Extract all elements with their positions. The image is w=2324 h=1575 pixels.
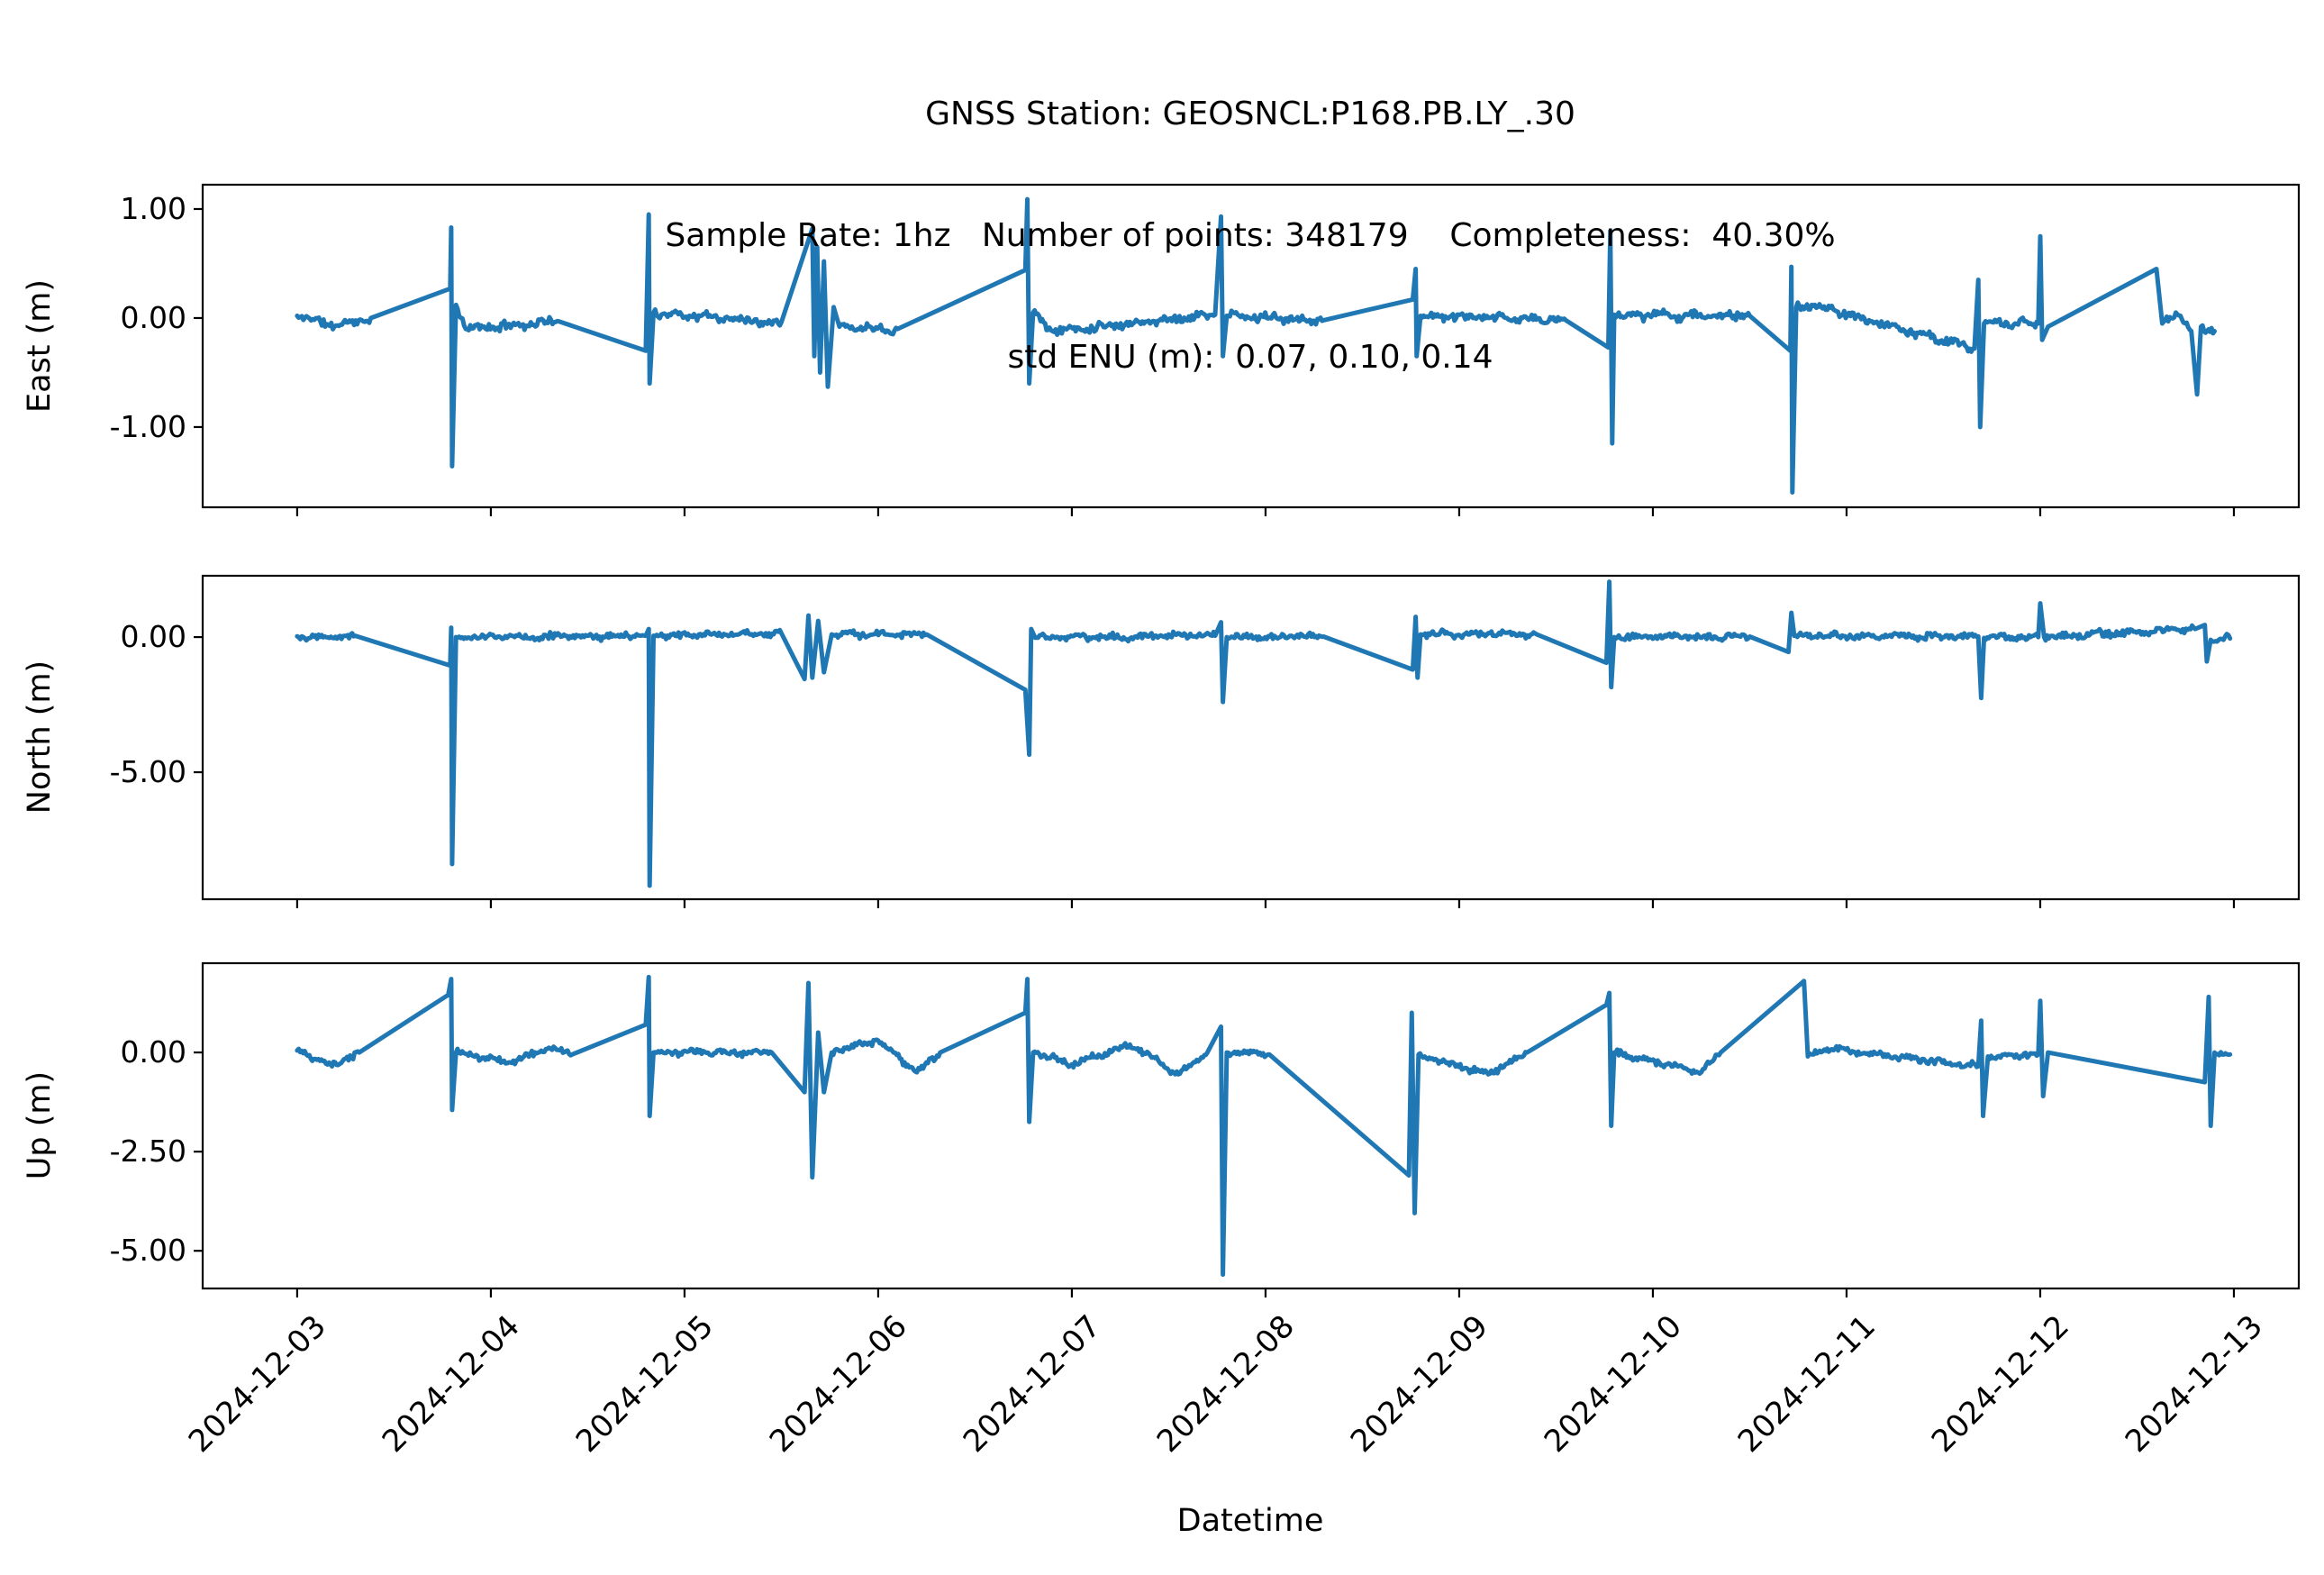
ylabel-east: East (m) <box>22 278 58 414</box>
subplot-box-north <box>201 574 2301 901</box>
title-line-std: std ENU (m): 0.07, 0.10, 0.14 <box>1007 339 1493 376</box>
ylabel-up: Up (m) <box>22 1070 58 1180</box>
east-series-line <box>295 196 2217 495</box>
ylabel-north: North (m) <box>22 660 58 815</box>
up-series-line <box>295 974 2233 1278</box>
title-line-station: GNSS Station: GEOSNCL:P168.PB.LY_.30 <box>925 96 1575 132</box>
title-line-stats: Sample Rate: 1hz Number of points: 34817… <box>665 217 1836 254</box>
subplot-box-east <box>201 183 2301 509</box>
y-tick-label-north: -5.00 <box>109 754 186 790</box>
y-tick-label-up: 0.00 <box>120 1034 186 1070</box>
subplot-box-up <box>201 961 2301 1290</box>
y-tick-label-east: -1.00 <box>109 408 186 444</box>
figure-title: GNSS Station: GEOSNCL:P168.PB.LY_.30 Sam… <box>665 13 1835 459</box>
y-tick-label-up: -5.00 <box>109 1233 186 1269</box>
y-tick-label-east: 1.00 <box>120 190 186 226</box>
north-series-line <box>295 579 2233 888</box>
xlabel-datetime: Datetime <box>1176 1503 1324 1539</box>
y-tick-label-north: 0.00 <box>120 619 186 655</box>
y-tick-label-east: 0.00 <box>120 299 186 335</box>
y-tick-label-up: -2.50 <box>109 1133 186 1170</box>
